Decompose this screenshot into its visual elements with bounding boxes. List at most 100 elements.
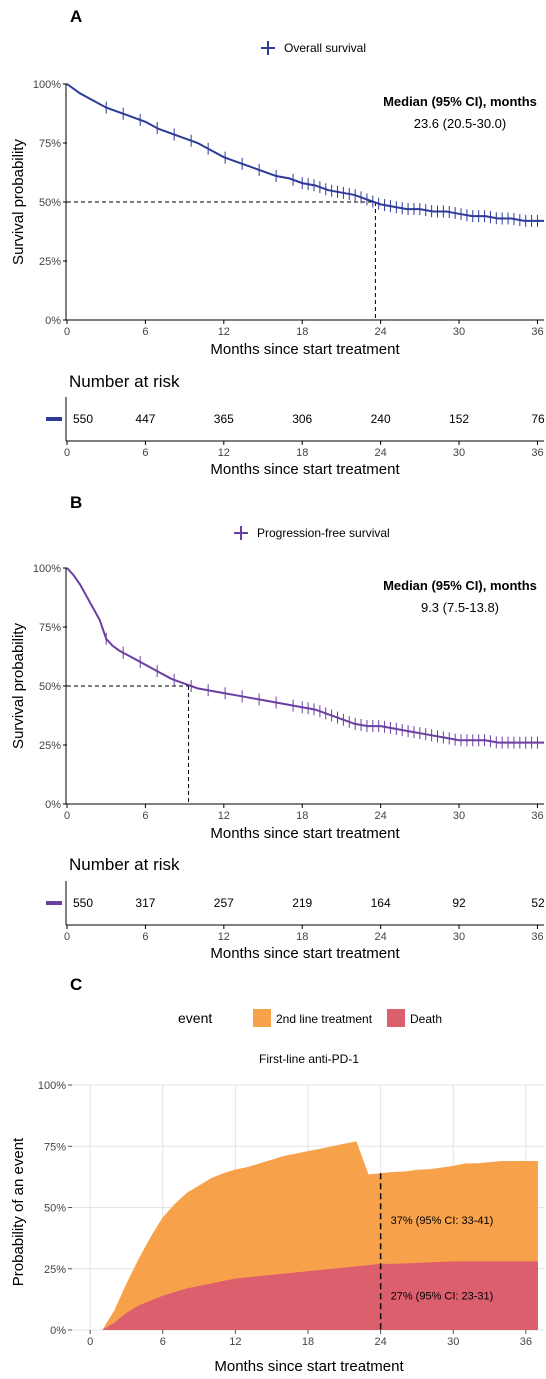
legend-a-label: Overall survival	[284, 41, 366, 55]
legend-c-swatch-second-line	[253, 1009, 271, 1027]
x-ticks-a: 0 6 12 18 24 30 36	[64, 320, 544, 338]
y-tick-label: 75%	[39, 622, 61, 634]
x-tick-label: 18	[296, 326, 308, 338]
risk-value: 306	[292, 412, 312, 426]
x-tick-label: 6	[142, 810, 148, 822]
y-tick-label: 0%	[45, 315, 61, 327]
x-tick-label: 12	[229, 1336, 241, 1348]
x-tick-label: 30	[447, 1336, 459, 1348]
risk-x-tick-label: 6	[142, 447, 148, 459]
panel-label-c: C	[70, 975, 82, 994]
panel-a: A Overall survival 0% 25% 50% 75% 100% 0 6 12 1…	[10, 7, 545, 478]
y-axis-label-b: Survival probability	[10, 623, 27, 749]
x-axis-label-b: Months since start treatment	[210, 825, 400, 842]
y-ticks-b: 0% 25% 50% 75% 100%	[33, 563, 67, 811]
risk-value: 152	[449, 412, 469, 426]
risk-value: 240	[371, 412, 391, 426]
legend-c-label-death: Death	[410, 1012, 442, 1026]
risk-x-tick-label: 18	[296, 931, 308, 943]
risk-title-b: Number at risk	[69, 855, 180, 874]
y-tick-label: 25%	[39, 256, 61, 268]
risk-value: 52	[531, 896, 545, 910]
x-tick-label: 30	[453, 326, 465, 338]
y-tick-label: 75%	[39, 138, 61, 150]
area-death	[90, 1261, 538, 1330]
x-tick-label: 36	[531, 810, 543, 822]
risk-x-tick-label: 12	[218, 447, 230, 459]
x-tick-label: 36	[520, 1336, 532, 1348]
x-ticks-c: 0 6 12 18 24 30 36	[87, 1330, 532, 1348]
risk-x-tick-label: 6	[142, 931, 148, 943]
legend-c-label-second-line: 2nd line treatment	[276, 1012, 373, 1026]
risk-value: 447	[135, 412, 155, 426]
risk-table-a: Number at risk 550 447 365 306 240 152 76 0 6 12…	[46, 372, 545, 478]
x-tick-label: 12	[218, 326, 230, 338]
risk-values-a: 550 447 365 306 240 152 76	[73, 412, 545, 426]
median-value-b: 9.3 (7.5-13.8)	[421, 600, 499, 615]
risk-x-tick-label: 36	[531, 931, 543, 943]
risk-value: 92	[452, 896, 466, 910]
panel-b: B Progression-free survival 0% 25% 50% 75% 1…	[10, 493, 545, 962]
annotation-second-line: 37% (95% CI: 33-41)	[391, 1215, 494, 1227]
risk-values-b: 550 317 257 219 164 92 52	[73, 896, 545, 910]
risk-title-a: Number at risk	[69, 372, 180, 391]
x-tick-label: 30	[453, 810, 465, 822]
panel-c: C event 2nd line treatment Death First-l…	[10, 975, 544, 1375]
risk-x-ticks-b: 0 6 12 18 24 30 36	[64, 925, 544, 943]
risk-value: 164	[371, 896, 391, 910]
risk-value: 317	[135, 896, 155, 910]
x-tick-label: 18	[302, 1336, 314, 1348]
risk-value: 550	[73, 412, 93, 426]
median-title-a: Median (95% CI), months	[383, 94, 537, 109]
legend-b: Progression-free survival	[234, 526, 390, 540]
y-tick-label: 25%	[44, 1264, 66, 1276]
y-tick-label: 75%	[44, 1141, 66, 1153]
x-tick-label: 6	[160, 1336, 166, 1348]
x-axis-label-a: Months since start treatment	[210, 341, 400, 358]
risk-x-tick-label: 18	[296, 447, 308, 459]
y-tick-label: 50%	[39, 197, 61, 209]
x-tick-label: 24	[374, 1336, 386, 1348]
x-tick-label: 36	[531, 326, 543, 338]
risk-x-tick-label: 30	[453, 931, 465, 943]
risk-x-axis-label-a: Months since start treatment	[210, 461, 400, 478]
risk-x-ticks-a: 0 6 12 18 24 30 36	[64, 441, 544, 459]
risk-x-tick-label: 0	[64, 931, 70, 943]
legend-b-label: Progression-free survival	[257, 526, 390, 540]
x-axis-label-c: Months since start treatment	[214, 1358, 404, 1375]
risk-value: 257	[214, 896, 234, 910]
legend-c-title: event	[178, 1010, 212, 1026]
x-tick-label: 0	[64, 810, 70, 822]
risk-table-b: Number at risk 550 317 257 219 164 92 52 0 6 12 1…	[46, 855, 545, 962]
y-tick-label: 25%	[39, 740, 61, 752]
risk-x-tick-label: 36	[531, 447, 543, 459]
panel-label-b: B	[70, 493, 82, 512]
censor-marks-a	[105, 101, 538, 227]
legend-c: event 2nd line treatment Death	[178, 1009, 442, 1027]
risk-x-tick-label: 0	[64, 447, 70, 459]
x-tick-label: 0	[87, 1336, 93, 1348]
y-ticks-c: 0% 25% 50% 75% 100%	[38, 1080, 72, 1337]
chart-title-c: First-line anti-PD-1	[259, 1052, 359, 1066]
x-tick-label: 12	[218, 810, 230, 822]
legend-a: Overall survival	[261, 41, 366, 55]
y-tick-label: 0%	[45, 799, 61, 811]
median-lines-b	[67, 685, 190, 804]
x-tick-label: 24	[375, 326, 387, 338]
risk-x-tick-label: 30	[453, 447, 465, 459]
y-tick-label: 50%	[44, 1203, 66, 1215]
risk-x-tick-label: 12	[218, 931, 230, 943]
y-tick-label: 50%	[39, 681, 61, 693]
risk-x-tick-label: 24	[375, 931, 387, 943]
x-tick-label: 0	[64, 326, 70, 338]
y-axis-label-a: Survival probability	[10, 139, 27, 265]
y-tick-label: 100%	[33, 563, 61, 575]
censor-marks-b	[105, 632, 538, 749]
panel-label-a: A	[70, 7, 82, 26]
y-ticks-a: 0% 25% 50% 75% 100%	[33, 79, 67, 327]
risk-value: 219	[292, 896, 312, 910]
x-ticks-b: 0 6 12 18 24 30 36	[64, 804, 544, 822]
risk-value: 76	[531, 412, 545, 426]
y-axis-label-c: Probability of an event	[10, 1137, 27, 1286]
